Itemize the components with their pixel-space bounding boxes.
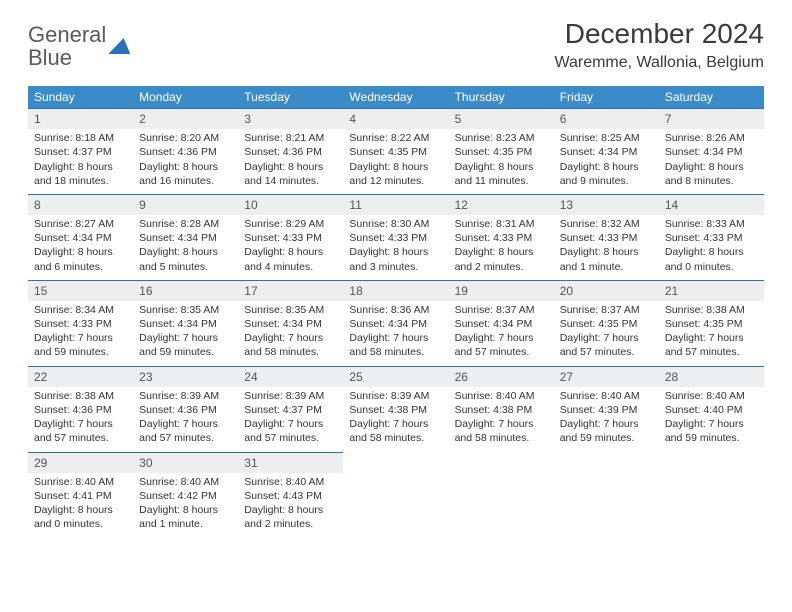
day-number-cell: 3 <box>238 109 343 130</box>
day-detail-cell: Sunrise: 8:40 AMSunset: 4:42 PMDaylight:… <box>133 473 238 538</box>
location-subtitle: Waremme, Wallonia, Belgium <box>554 54 764 72</box>
day-number-cell <box>659 452 764 473</box>
logo-word-2: Blue <box>28 45 72 70</box>
day-number-cell: 2 <box>133 109 238 130</box>
day-detail-cell: Sunrise: 8:35 AMSunset: 4:34 PMDaylight:… <box>238 301 343 366</box>
day-number-cell: 26 <box>449 366 554 387</box>
day-number-cell <box>554 452 659 473</box>
day-detail-cell: Sunrise: 8:20 AMSunset: 4:36 PMDaylight:… <box>133 129 238 194</box>
day-number-cell: 9 <box>133 194 238 215</box>
calendar-table: SundayMondayTuesdayWednesdayThursdayFrid… <box>28 86 764 537</box>
day-detail-cell <box>449 473 554 538</box>
day-number-cell: 21 <box>659 280 764 301</box>
day-number-cell: 11 <box>343 194 448 215</box>
day-detail-cell: Sunrise: 8:21 AMSunset: 4:36 PMDaylight:… <box>238 129 343 194</box>
day-number-cell: 8 <box>28 194 133 215</box>
day-detail-cell: Sunrise: 8:33 AMSunset: 4:33 PMDaylight:… <box>659 215 764 280</box>
day-number-cell: 1 <box>28 109 133 130</box>
day-detail-cell: Sunrise: 8:39 AMSunset: 4:36 PMDaylight:… <box>133 387 238 452</box>
day-number-cell: 4 <box>343 109 448 130</box>
day-detail-row: Sunrise: 8:40 AMSunset: 4:41 PMDaylight:… <box>28 473 764 538</box>
day-number-cell: 6 <box>554 109 659 130</box>
day-number-row: 891011121314 <box>28 194 764 215</box>
day-number-row: 293031 <box>28 452 764 473</box>
day-detail-cell: Sunrise: 8:28 AMSunset: 4:34 PMDaylight:… <box>133 215 238 280</box>
day-detail-cell <box>659 473 764 538</box>
day-detail-cell: Sunrise: 8:29 AMSunset: 4:33 PMDaylight:… <box>238 215 343 280</box>
day-header: Wednesday <box>343 86 448 109</box>
day-number-cell: 30 <box>133 452 238 473</box>
day-number-row: 22232425262728 <box>28 366 764 387</box>
day-detail-cell: Sunrise: 8:34 AMSunset: 4:33 PMDaylight:… <box>28 301 133 366</box>
day-number-row: 1234567 <box>28 109 764 130</box>
day-number-cell: 10 <box>238 194 343 215</box>
day-number-cell: 22 <box>28 366 133 387</box>
day-header: Sunday <box>28 86 133 109</box>
day-number-cell: 17 <box>238 280 343 301</box>
day-number-cell: 16 <box>133 280 238 301</box>
day-detail-cell: Sunrise: 8:26 AMSunset: 4:34 PMDaylight:… <box>659 129 764 194</box>
day-number-cell: 31 <box>238 452 343 473</box>
day-detail-cell: Sunrise: 8:25 AMSunset: 4:34 PMDaylight:… <box>554 129 659 194</box>
day-number-cell: 25 <box>343 366 448 387</box>
day-header: Monday <box>133 86 238 109</box>
day-detail-cell: Sunrise: 8:38 AMSunset: 4:35 PMDaylight:… <box>659 301 764 366</box>
day-number-cell: 29 <box>28 452 133 473</box>
day-detail-cell: Sunrise: 8:37 AMSunset: 4:35 PMDaylight:… <box>554 301 659 366</box>
day-detail-cell: Sunrise: 8:37 AMSunset: 4:34 PMDaylight:… <box>449 301 554 366</box>
day-number-cell <box>343 452 448 473</box>
day-number-row: 15161718192021 <box>28 280 764 301</box>
day-number-cell: 28 <box>659 366 764 387</box>
day-number-cell: 19 <box>449 280 554 301</box>
day-detail-cell: Sunrise: 8:30 AMSunset: 4:33 PMDaylight:… <box>343 215 448 280</box>
day-number-cell: 20 <box>554 280 659 301</box>
title-block: December 2024 Waremme, Wallonia, Belgium <box>554 18 764 72</box>
day-detail-row: Sunrise: 8:34 AMSunset: 4:33 PMDaylight:… <box>28 301 764 366</box>
day-detail-cell: Sunrise: 8:23 AMSunset: 4:35 PMDaylight:… <box>449 129 554 194</box>
day-detail-cell: Sunrise: 8:36 AMSunset: 4:34 PMDaylight:… <box>343 301 448 366</box>
day-number-cell: 24 <box>238 366 343 387</box>
day-number-cell: 12 <box>449 194 554 215</box>
day-number-cell: 18 <box>343 280 448 301</box>
day-detail-cell: Sunrise: 8:38 AMSunset: 4:36 PMDaylight:… <box>28 387 133 452</box>
day-detail-cell: Sunrise: 8:18 AMSunset: 4:37 PMDaylight:… <box>28 129 133 194</box>
month-title: December 2024 <box>554 18 764 50</box>
day-detail-cell <box>343 473 448 538</box>
calendar-page: General Blue December 2024 Waremme, Wall… <box>0 0 792 547</box>
day-number-cell: 27 <box>554 366 659 387</box>
day-header: Friday <box>554 86 659 109</box>
day-header-row: SundayMondayTuesdayWednesdayThursdayFrid… <box>28 86 764 109</box>
day-detail-cell: Sunrise: 8:40 AMSunset: 4:40 PMDaylight:… <box>659 387 764 452</box>
day-number-cell: 14 <box>659 194 764 215</box>
day-header: Thursday <box>449 86 554 109</box>
day-detail-row: Sunrise: 8:18 AMSunset: 4:37 PMDaylight:… <box>28 129 764 194</box>
day-detail-cell: Sunrise: 8:40 AMSunset: 4:43 PMDaylight:… <box>238 473 343 538</box>
day-detail-cell: Sunrise: 8:22 AMSunset: 4:35 PMDaylight:… <box>343 129 448 194</box>
day-detail-row: Sunrise: 8:38 AMSunset: 4:36 PMDaylight:… <box>28 387 764 452</box>
day-header: Tuesday <box>238 86 343 109</box>
day-detail-cell: Sunrise: 8:35 AMSunset: 4:34 PMDaylight:… <box>133 301 238 366</box>
day-number-cell: 7 <box>659 109 764 130</box>
day-detail-cell: Sunrise: 8:40 AMSunset: 4:39 PMDaylight:… <box>554 387 659 452</box>
day-number-cell: 5 <box>449 109 554 130</box>
day-number-cell: 13 <box>554 194 659 215</box>
day-detail-cell: Sunrise: 8:40 AMSunset: 4:41 PMDaylight:… <box>28 473 133 538</box>
day-detail-cell: Sunrise: 8:31 AMSunset: 4:33 PMDaylight:… <box>449 215 554 280</box>
day-detail-cell: Sunrise: 8:27 AMSunset: 4:34 PMDaylight:… <box>28 215 133 280</box>
day-detail-cell: Sunrise: 8:32 AMSunset: 4:33 PMDaylight:… <box>554 215 659 280</box>
day-number-cell: 15 <box>28 280 133 301</box>
day-header: Saturday <box>659 86 764 109</box>
calendar-body: 1234567Sunrise: 8:18 AMSunset: 4:37 PMDa… <box>28 109 764 538</box>
day-detail-cell: Sunrise: 8:39 AMSunset: 4:38 PMDaylight:… <box>343 387 448 452</box>
day-detail-cell: Sunrise: 8:39 AMSunset: 4:37 PMDaylight:… <box>238 387 343 452</box>
day-detail-cell <box>554 473 659 538</box>
day-number-cell: 23 <box>133 366 238 387</box>
day-number-cell <box>449 452 554 473</box>
logo: General Blue <box>28 18 130 70</box>
logo-triangle-icon <box>108 38 130 54</box>
day-detail-cell: Sunrise: 8:40 AMSunset: 4:38 PMDaylight:… <box>449 387 554 452</box>
header: General Blue December 2024 Waremme, Wall… <box>28 18 764 72</box>
day-detail-row: Sunrise: 8:27 AMSunset: 4:34 PMDaylight:… <box>28 215 764 280</box>
logo-word-1: General <box>28 22 106 47</box>
